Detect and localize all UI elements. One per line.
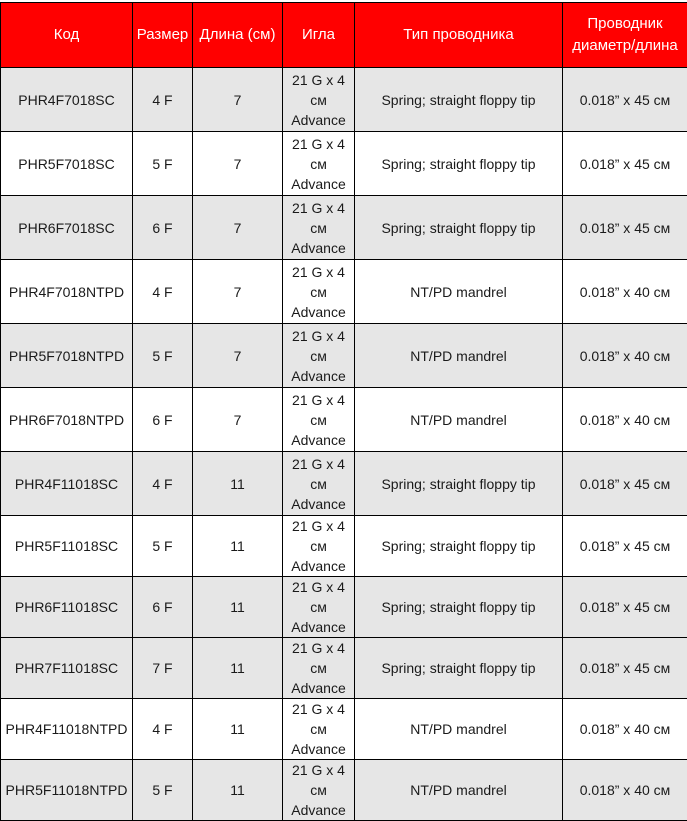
length-cell: 11 bbox=[193, 516, 283, 577]
code-cell: PHR5F11018SC bbox=[1, 516, 133, 577]
wire-type-cell: Spring; straight floppy tip bbox=[355, 132, 563, 196]
needle-cell: 21 G x 4 см Advance bbox=[283, 638, 355, 699]
wire-type-cell: Spring; straight floppy tip bbox=[355, 452, 563, 516]
length-cell: 11 bbox=[193, 452, 283, 516]
size-cell: 4 F bbox=[133, 452, 193, 516]
code-cell: PHR4F11018SC bbox=[1, 452, 133, 516]
header-code: Код bbox=[1, 3, 133, 68]
needle-cell: 21 G x 4 см Advance bbox=[283, 516, 355, 577]
needle-cell: 21 G x 4 см Advance bbox=[283, 452, 355, 516]
code-cell: PHR7F11018SC bbox=[1, 638, 133, 699]
wire-dimensions-cell: 0.018” x 40 см bbox=[563, 699, 687, 760]
wire-dimensions-cell: 0.018” x 40 см bbox=[563, 324, 687, 388]
length-cell: 7 bbox=[193, 132, 283, 196]
wire-dimensions-cell: 0.018” x 45 см bbox=[563, 196, 687, 260]
wire-type-cell: Spring; straight floppy tip bbox=[355, 577, 563, 638]
code-cell: PHR4F11018NTPD bbox=[1, 699, 133, 760]
code-cell: PHR5F7018NTPD bbox=[1, 324, 133, 388]
header-row: Код Размер Длина (см) Игла Тип проводник… bbox=[1, 3, 687, 68]
needle-cell: 21 G x 4 см Advance bbox=[283, 68, 355, 132]
size-cell: 5 F bbox=[133, 132, 193, 196]
size-cell: 5 F bbox=[133, 760, 193, 821]
needle-cell: 21 G x 4 см Advance bbox=[283, 577, 355, 638]
header-wire-type: Тип проводника bbox=[355, 3, 563, 68]
size-cell: 6 F bbox=[133, 577, 193, 638]
wire-dimensions-cell: 0.018” x 45 см bbox=[563, 452, 687, 516]
size-cell: 4 F bbox=[133, 260, 193, 324]
size-cell: 4 F bbox=[133, 68, 193, 132]
size-cell: 5 F bbox=[133, 324, 193, 388]
header-needle: Игла bbox=[283, 3, 355, 68]
wire-type-cell: NT/PD mandrel bbox=[355, 760, 563, 821]
length-cell: 7 bbox=[193, 324, 283, 388]
length-cell: 11 bbox=[193, 577, 283, 638]
length-cell: 7 bbox=[193, 260, 283, 324]
wire-type-cell: Spring; straight floppy tip bbox=[355, 68, 563, 132]
code-cell: PHR4F7018SC bbox=[1, 68, 133, 132]
length-cell: 7 bbox=[193, 196, 283, 260]
wire-dimensions-cell: 0.018” x 45 см bbox=[563, 68, 687, 132]
needle-cell: 21 G x 4 см Advance bbox=[283, 388, 355, 452]
length-cell: 11 bbox=[193, 760, 283, 821]
code-cell: PHR6F7018NTPD bbox=[1, 388, 133, 452]
length-cell: 11 bbox=[193, 638, 283, 699]
wire-type-cell: Spring; straight floppy tip bbox=[355, 516, 563, 577]
size-cell: 6 F bbox=[133, 196, 193, 260]
length-cell: 7 bbox=[193, 68, 283, 132]
size-cell: 6 F bbox=[133, 388, 193, 452]
code-cell: PHR6F7018SC bbox=[1, 196, 133, 260]
header-size: Размер bbox=[133, 3, 193, 68]
length-cell: 7 bbox=[193, 388, 283, 452]
code-cell: PHR5F11018NTPD bbox=[1, 760, 133, 821]
wire-type-cell: NT/PD mandrel bbox=[355, 324, 563, 388]
wire-type-cell: Spring; straight floppy tip bbox=[355, 638, 563, 699]
wire-type-cell: Spring; straight floppy tip bbox=[355, 196, 563, 260]
wire-type-cell: NT/PD mandrel bbox=[355, 699, 563, 760]
needle-cell: 21 G x 4 см Advance bbox=[283, 196, 355, 260]
code-cell: PHR5F7018SC bbox=[1, 132, 133, 196]
needle-cell: 21 G x 4 см Advance bbox=[283, 760, 355, 821]
wire-type-cell: NT/PD mandrel bbox=[355, 260, 563, 324]
code-cell: PHR6F11018SC bbox=[1, 577, 133, 638]
wire-dimensions-cell: 0.018” x 45 см bbox=[563, 132, 687, 196]
header-wire-dimensions: Проводник диаметр/длина bbox=[563, 3, 687, 68]
code-cell: PHR4F7018NTPD bbox=[1, 260, 133, 324]
wire-dimensions-cell: 0.018” x 45 см bbox=[563, 516, 687, 577]
length-cell: 11 bbox=[193, 699, 283, 760]
wire-dimensions-cell: 0.018” x 45 см bbox=[563, 577, 687, 638]
size-cell: 5 F bbox=[133, 516, 193, 577]
size-cell: 7 F bbox=[133, 638, 193, 699]
size-cell: 4 F bbox=[133, 699, 193, 760]
needle-cell: 21 G x 4 см Advance bbox=[283, 699, 355, 760]
wire-type-cell: NT/PD mandrel bbox=[355, 388, 563, 452]
needle-cell: 21 G x 4 см Advance bbox=[283, 324, 355, 388]
needle-cell: 21 G x 4 см Advance bbox=[283, 260, 355, 324]
wire-dimensions-cell: 0.018” x 40 см bbox=[563, 388, 687, 452]
wire-dimensions-cell: 0.018” x 40 см bbox=[563, 260, 687, 324]
needle-cell: 21 G x 4 см Advance bbox=[283, 132, 355, 196]
wire-dimensions-cell: 0.018” x 45 см bbox=[563, 638, 687, 699]
wire-dimensions-cell: 0.018” x 40 см bbox=[563, 760, 687, 821]
header-length: Длина (см) bbox=[193, 3, 283, 68]
